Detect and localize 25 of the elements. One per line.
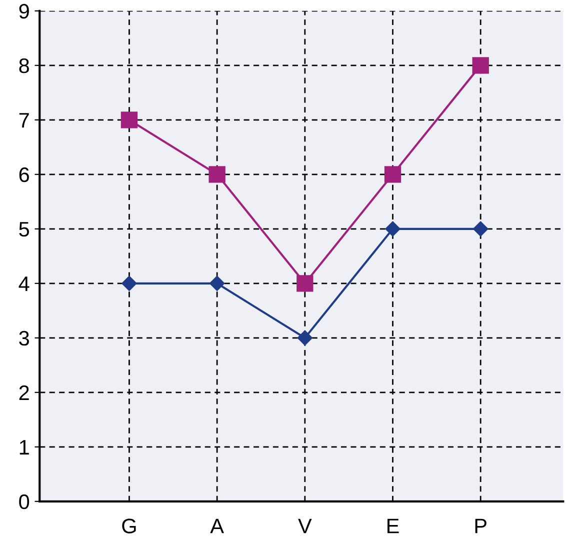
x-tick-label: A bbox=[210, 518, 224, 534]
point bbox=[208, 166, 226, 183]
y-tick-label: 0 bbox=[19, 494, 30, 510]
y-tick-label: 6 bbox=[19, 167, 29, 182]
x-tick-label: V bbox=[298, 518, 312, 534]
y-tick-label: 4 bbox=[18, 276, 30, 291]
y-tick-label: 9 bbox=[19, 4, 29, 19]
point bbox=[385, 221, 400, 236]
point bbox=[296, 275, 314, 292]
point bbox=[120, 112, 138, 128]
point bbox=[473, 221, 488, 236]
x-tick-label: P bbox=[475, 518, 486, 534]
y-tick-label: 7 bbox=[19, 113, 29, 128]
point bbox=[472, 57, 489, 74]
y-tick-label: 3 bbox=[19, 330, 29, 346]
x-tick-label: E bbox=[388, 518, 399, 534]
point bbox=[122, 276, 137, 291]
y-tick-label: 5 bbox=[19, 222, 30, 237]
point bbox=[209, 276, 225, 291]
y-tick-label: 1 bbox=[20, 440, 29, 454]
point bbox=[384, 166, 402, 183]
x-tick-label: G bbox=[122, 518, 136, 534]
y-tick-label: 8 bbox=[19, 58, 29, 74]
y-tick-label: 2 bbox=[19, 385, 29, 400]
point bbox=[297, 330, 312, 346]
